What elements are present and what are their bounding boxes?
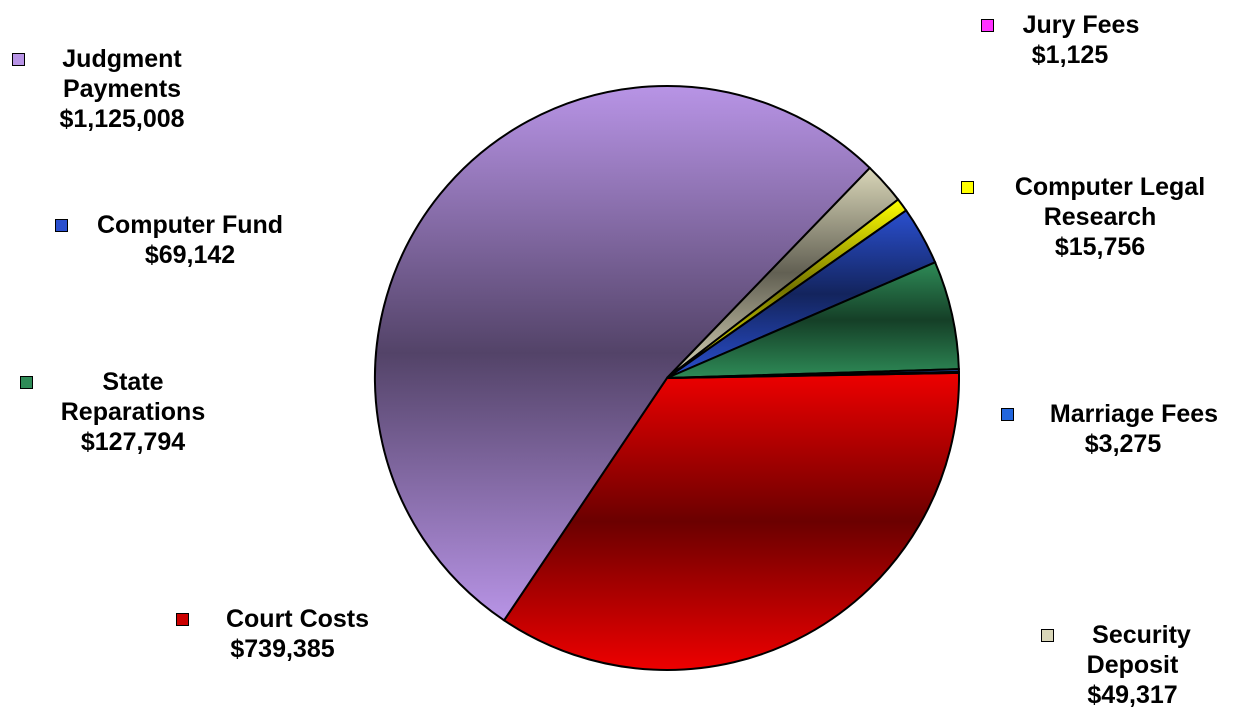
pie-slice-judgment — [374, 84, 872, 622]
legend-swatch-security-deposit — [1041, 629, 1054, 642]
label-state-reparations-line2: Reparations — [60, 398, 206, 426]
label-computer-legal-research-line2: Research — [1043, 203, 1157, 231]
label-jury-fees-line1: Jury Fees — [1022, 11, 1140, 39]
label-marriage-fees: Marriage Fees $3,275 — [995, 399, 1251, 459]
legend-swatch-computer-fund — [55, 219, 68, 232]
label-security-deposit-line2: Deposit — [1086, 651, 1179, 679]
label-judgment-line1: Judgment — [62, 45, 182, 73]
label-marriage-fees-line1: Marriage Fees — [1049, 400, 1219, 428]
legend-swatch-computer-legal-research — [961, 181, 974, 194]
label-state-reparations-line1: State — [102, 368, 164, 396]
label-security-deposit-line1: Security — [1092, 621, 1191, 649]
label-state-reparations: State Reparations $127,794 — [18, 367, 248, 457]
label-state-reparations-value: $127,794 — [80, 428, 186, 456]
label-computer-fund-line1: Computer Fund — [96, 211, 284, 239]
label-court-costs: Court Costs $739,385 — [170, 604, 395, 664]
label-marriage-fees-value: $3,275 — [1084, 430, 1162, 458]
legend-swatch-judgment — [12, 53, 25, 66]
label-court-costs-value: $739,385 — [230, 635, 335, 663]
label-court-costs-line1: Court Costs — [225, 605, 370, 633]
legend-swatch-marriage-fees — [1001, 408, 1014, 421]
label-computer-fund-value: $69,142 — [144, 241, 236, 269]
pie-slice-court_costs — [502, 371, 960, 671]
label-jury-fees: Jury Fees $1,125 — [975, 10, 1165, 70]
label-security-deposit-value: $49,317 — [1087, 681, 1178, 709]
label-judgment: Judgment Payments $1,125,008 — [12, 44, 232, 134]
label-security-deposit: Security Deposit $49,317 — [1035, 620, 1230, 710]
legend-swatch-court-costs — [176, 613, 189, 626]
label-computer-legal-research-line1: Computer Legal — [1014, 173, 1206, 201]
legend-swatch-jury-fees — [981, 19, 994, 32]
label-jury-fees-value: $1,125 — [1031, 41, 1109, 69]
label-judgment-value: $1,125,008 — [59, 105, 185, 133]
label-computer-legal-research-value: $15,756 — [1054, 233, 1146, 261]
legend-swatch-state-reparations — [20, 376, 33, 389]
label-computer-fund: Computer Fund $69,142 — [55, 210, 325, 270]
pie-slice-jury_fees — [666, 370, 960, 379]
label-computer-legal-research: Computer Legal Research $15,756 — [955, 172, 1245, 262]
label-judgment-line2: Payments — [62, 75, 182, 103]
